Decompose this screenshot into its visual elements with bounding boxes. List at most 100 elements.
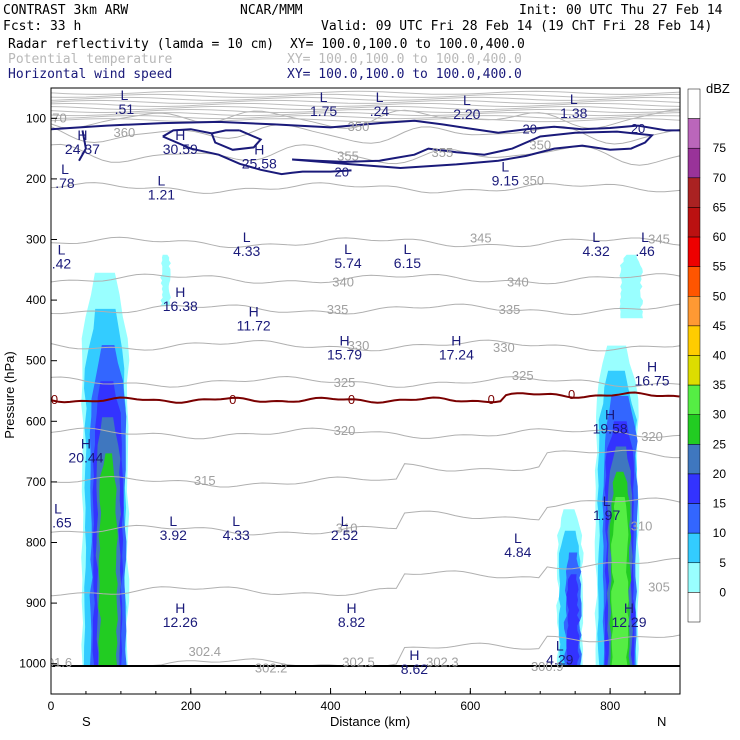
wind-contour-line — [78, 130, 87, 162]
theta-label: 320 — [641, 429, 663, 444]
y-tick-label: 1000 — [19, 657, 46, 671]
colorbar-swatch — [687, 325, 701, 356]
theta-label: 325 — [334, 375, 356, 390]
theta-line — [51, 375, 680, 388]
extremum-value: 24.37 — [65, 141, 100, 157]
theta-label: 310 — [336, 520, 358, 535]
colorbar-swatch — [687, 503, 701, 534]
theta-line — [51, 111, 680, 117]
theta-label: 345 — [648, 231, 670, 246]
reflectivity-band — [619, 254, 643, 319]
extremum-value: 2.20 — [453, 106, 480, 122]
reflectivity-band — [160, 254, 171, 307]
extremum-value: 4.32 — [583, 243, 610, 259]
colorbar-tick-label: 45 — [713, 319, 727, 333]
wind-contour-label: 20 — [335, 165, 349, 180]
extremum-value: 8.62 — [401, 661, 428, 677]
colorbar-tick-label: 20 — [713, 467, 727, 481]
extremum-symbol: L — [376, 89, 384, 105]
theta-label: 320 — [334, 423, 356, 438]
colorbar-tick-label: 5 — [719, 556, 726, 570]
colorbar-tick-label: 75 — [713, 141, 727, 155]
extremum-symbol: H — [249, 303, 259, 319]
extremum-symbol: H — [175, 600, 185, 616]
y-tick-label: 700 — [26, 475, 46, 489]
theta-label: 300.9 — [531, 659, 564, 674]
theta-line — [51, 96, 680, 101]
extremum-symbol: L — [341, 513, 349, 529]
colorbar-tick-label: 40 — [713, 349, 727, 363]
extremum-value: 2.52 — [331, 527, 358, 543]
theta-label: 345 — [470, 231, 492, 246]
colorbar-tick-label: 10 — [713, 526, 727, 540]
colorbar-swatch — [687, 177, 701, 208]
init-time: Init: 00 UTC Thu 27 Feb 14 — [519, 3, 723, 18]
x-axis-label: Distance (km) — [330, 714, 410, 729]
extremum-symbol: L — [61, 161, 69, 177]
extremum-symbol: L — [463, 92, 471, 108]
extremum-value: 6.15 — [394, 255, 421, 271]
field-xy-theta: XY= 100.0,100.0 to 100.0,400.0 — [287, 52, 522, 67]
colorbar-swatch — [687, 296, 701, 327]
y-tick-label: 500 — [26, 354, 46, 368]
colorbar-tick-label: 55 — [713, 260, 727, 274]
colorbar-tick-label: 65 — [713, 200, 727, 214]
extremum-value: 1.21 — [148, 187, 175, 203]
colorbar-swatch — [687, 266, 701, 297]
extremum-symbol: L — [232, 513, 240, 529]
theta-line — [51, 105, 680, 111]
plot-frame — [50, 87, 681, 695]
y-tick-label: 300 — [26, 233, 46, 247]
field-name-wind: Horizontal wind speed — [8, 67, 172, 82]
theta-label: 302.3 — [426, 654, 459, 669]
field-xy-wind: XY= 100.0,100.0 to 100.0,400.0 — [287, 67, 522, 82]
extremum-symbol: H — [254, 142, 264, 158]
colorbar-swatch — [687, 473, 701, 504]
colorbar-swatch — [687, 88, 701, 119]
forecast-hour: Fcst: 33 h — [3, 19, 81, 34]
theta-label: 355 — [337, 148, 359, 163]
theta-line — [51, 236, 680, 249]
theta-line — [51, 115, 680, 120]
extremum-symbol: L — [54, 500, 62, 516]
extremum-value: 8.82 — [338, 614, 365, 630]
extremum-value: 4.33 — [223, 527, 250, 543]
colorbar-tick-label: 70 — [713, 171, 727, 185]
extremum-value: 15.79 — [327, 347, 362, 363]
x-tick-label: 800 — [600, 699, 620, 713]
colorbar-swatch — [687, 236, 701, 267]
extremum-value: 16.75 — [635, 373, 670, 389]
theta-line — [51, 90, 680, 95]
colorbar-swatch — [687, 592, 701, 623]
theta-label: 350 — [348, 119, 370, 134]
contour-labels: 370 360 355 355 350 350 350 345 345 340 340 335 335 3… — [51, 111, 670, 676]
reflectivity-band — [98, 453, 118, 667]
extremum-symbol: H — [624, 600, 634, 616]
extremum-symbol: H — [605, 406, 615, 422]
y-axis-label: Pressure (hPa) — [2, 351, 17, 438]
theta-label: 310 — [631, 519, 653, 534]
org-name: NCAR/MMM — [240, 3, 303, 18]
theta-line — [51, 303, 680, 316]
extremum-value: 3.92 — [160, 527, 187, 543]
y-tick-label: 800 — [26, 536, 46, 550]
field-name-reflectivity: Radar reflectivity (lamda = 10 cm) — [8, 37, 274, 52]
extremum-value: 17.24 — [439, 347, 474, 363]
extremum-value: 30.59 — [163, 141, 198, 157]
theta-line — [51, 497, 680, 536]
colorbar-swatch — [687, 562, 701, 593]
colorbar-swatch — [687, 207, 701, 238]
theta-line — [51, 449, 680, 488]
extremum-value: 5.74 — [334, 255, 361, 271]
extremum-value: 1.97 — [593, 507, 620, 523]
extremum-symbol: L — [603, 493, 611, 509]
extremum-symbol: L — [501, 159, 509, 175]
freezing-level-label: 0 — [568, 387, 575, 402]
theta-label: 302.5 — [342, 654, 375, 669]
wind-contour-line — [292, 130, 655, 170]
colorbar-swatch — [687, 532, 701, 564]
extremum-value: 12.26 — [163, 614, 198, 630]
colorbar-tick-label: 15 — [713, 497, 727, 511]
extremum-value: 11.72 — [237, 317, 271, 333]
